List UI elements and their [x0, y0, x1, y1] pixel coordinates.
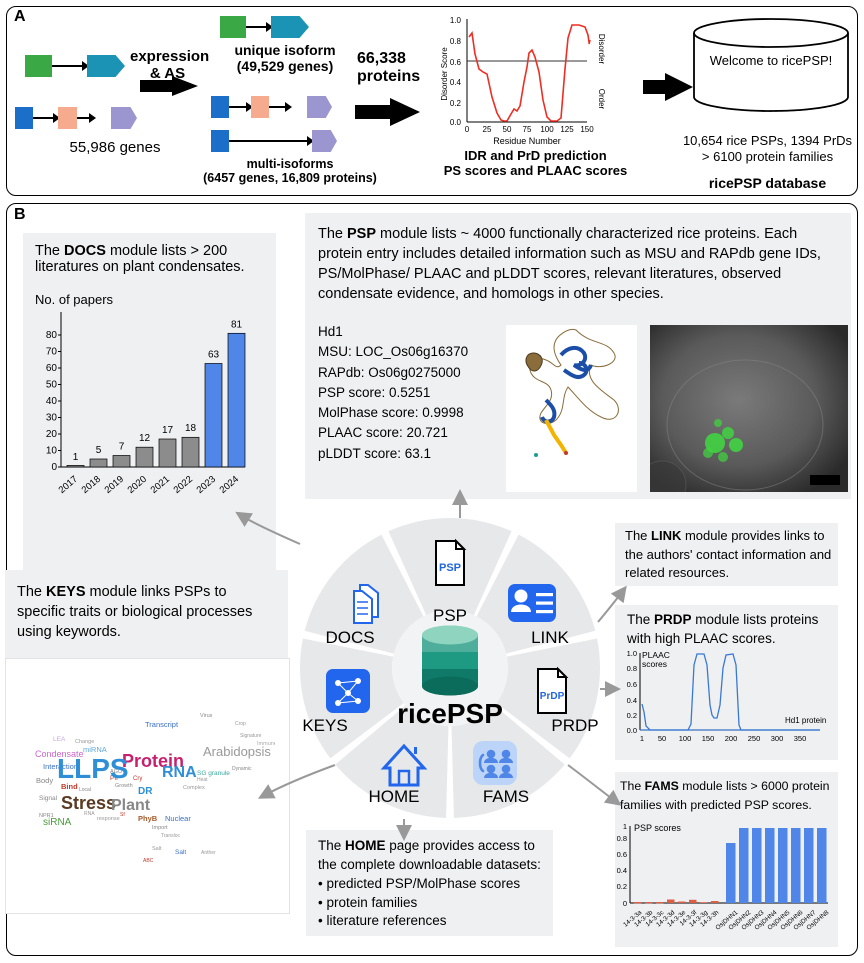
svg-text:DOCS: DOCS [325, 628, 374, 647]
svg-text:PSP: PSP [433, 606, 467, 625]
svg-text:KEYS: KEYS [302, 716, 347, 735]
svg-text:HOME: HOME [369, 787, 420, 806]
svg-text:ricePSP: ricePSP [397, 698, 503, 729]
svg-text:FAMS: FAMS [483, 787, 529, 806]
svg-text:PSP: PSP [439, 562, 461, 574]
svg-text:LINK: LINK [531, 628, 569, 647]
svg-text:PrDP: PrDP [540, 691, 565, 702]
svg-text:PRDP: PRDP [551, 716, 598, 735]
